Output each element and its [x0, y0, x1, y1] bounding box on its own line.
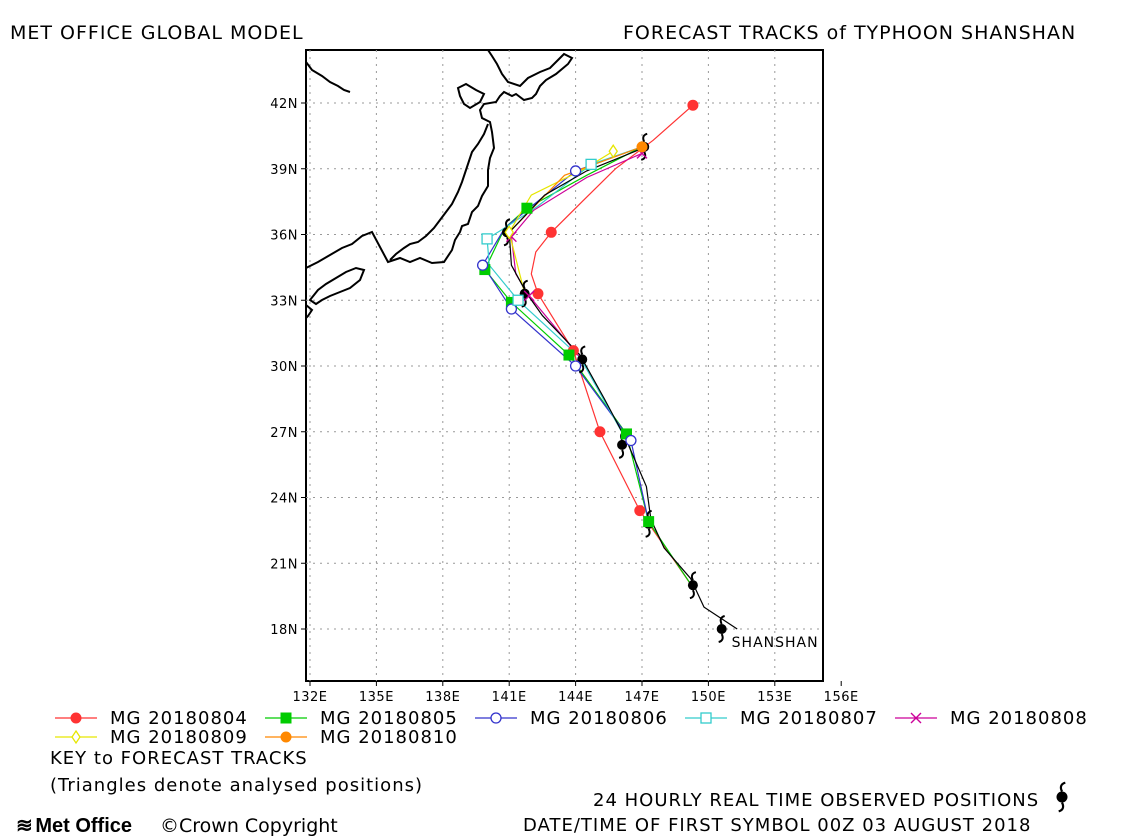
x-tick-label: 132E — [292, 690, 327, 705]
x-tick-label: 150E — [691, 690, 726, 705]
series-marker — [569, 165, 582, 177]
legend-entry: MG 20180810 — [265, 727, 458, 748]
y-tick-label: 33N — [270, 294, 298, 309]
x-tick-label: 141E — [492, 690, 527, 705]
series-marker — [585, 158, 597, 171]
copyright-icon: © — [160, 815, 179, 837]
legend-label: MG 20180808 — [950, 708, 1088, 729]
series-marker — [569, 360, 582, 372]
series-marker — [504, 225, 514, 240]
legend-entry: MG 20180808 — [895, 708, 1088, 729]
series-marker — [625, 434, 637, 447]
series-marker — [608, 144, 619, 159]
series-marker — [523, 290, 535, 302]
series-marker — [594, 426, 606, 438]
legend-label: MG 20180806 — [530, 708, 668, 729]
legend-label: MG 20180810 — [320, 727, 458, 748]
series-marker — [532, 288, 544, 300]
typhoon-symbol — [1056, 781, 1068, 813]
triangles-note: (Triangles denote analysed positions) — [50, 775, 424, 796]
legend-entry: MG 20180805 — [265, 708, 458, 729]
x-tick-label: 135E — [359, 690, 394, 705]
legend-label: MG 20180807 — [740, 708, 878, 729]
met-office-logo: ≋ Met Office — [16, 813, 132, 838]
legend-label: MG 20180809 — [110, 727, 248, 748]
coastline-segment — [306, 50, 351, 93]
x-tick-label: 144E — [558, 690, 593, 705]
y-tick-label: 24N — [270, 492, 298, 507]
y-tick-label: 27N — [270, 426, 298, 441]
series-marker — [505, 303, 518, 315]
coastline-segment — [308, 266, 366, 306]
legend-label: MG 20180804 — [110, 708, 248, 729]
copyright-line: ©Crown Copyright — [160, 815, 338, 837]
header-right-title: FORECAST TRACKS of TYPHOON SHANSHAN — [623, 22, 1077, 44]
storm-label: SHANSHAN — [732, 635, 819, 651]
legend-entry: MG 20180809 — [55, 727, 248, 748]
y-tick-label: 18N — [270, 623, 298, 638]
legend-entry: MG 20180807 — [685, 708, 878, 729]
series-marker — [481, 233, 493, 245]
first-symbol-datetime: DATE/TIME OF FIRST SYMBOL 00Z 03 AUGUST … — [523, 815, 1032, 836]
plot-frame — [305, 49, 824, 682]
series-marker — [634, 505, 646, 517]
observed-positions-note: 24 HOURLY REAL TIME OBSERVED POSITIONS — [593, 790, 1040, 811]
coastline-segment — [389, 123, 489, 261]
y-tick-label: 36N — [270, 229, 298, 244]
typhoon-icon — [1056, 781, 1068, 813]
logo-text: Met Office — [35, 815, 133, 837]
series-marker — [687, 99, 699, 111]
forecast-track-mg-20180804 — [530, 104, 694, 588]
header-left-title: MET OFFICE GLOBAL MODEL — [10, 22, 304, 44]
typhoon-symbol — [687, 571, 698, 600]
series-marker — [563, 349, 575, 361]
coastline-map — [306, 50, 574, 319]
coastline-segment — [306, 304, 314, 319]
y-tick-label: 30N — [270, 360, 298, 375]
met-office-wave-icon: ≋ — [16, 815, 33, 837]
series-marker — [700, 712, 712, 724]
series-marker — [280, 712, 292, 724]
series-marker — [643, 516, 655, 528]
series-marker — [490, 712, 502, 724]
x-tick-label: 156E — [824, 690, 859, 705]
x-tick-label: 153E — [757, 690, 792, 705]
series-marker — [521, 202, 533, 214]
legend-entry: MG 20180804 — [55, 708, 248, 729]
series-marker — [70, 712, 82, 724]
series-marker — [476, 259, 489, 271]
typhoon-symbol — [716, 615, 727, 643]
observed-track-line — [508, 146, 738, 630]
copyright-text: Crown Copyright — [179, 815, 338, 837]
x-tick-label: 147E — [624, 690, 659, 705]
y-tick-label: 21N — [270, 557, 298, 572]
key-title: KEY to FORECAST TRACKS — [50, 748, 308, 769]
series-marker — [512, 294, 524, 306]
series-marker — [280, 731, 292, 743]
series-marker — [71, 729, 81, 745]
typhoon-symbol — [577, 345, 588, 374]
coastline-segment — [456, 82, 486, 110]
series-marker — [545, 226, 557, 238]
legend-label: MG 20180805 — [320, 708, 458, 729]
x-tick-label: 138E — [425, 690, 460, 705]
y-tick-label: 42N — [270, 97, 298, 112]
y-tick-label: 39N — [270, 163, 298, 178]
coastline-segment — [306, 50, 574, 269]
series-marker — [910, 712, 922, 724]
series-marker — [636, 141, 648, 153]
legend-entry: MG 20180806 — [475, 708, 668, 729]
